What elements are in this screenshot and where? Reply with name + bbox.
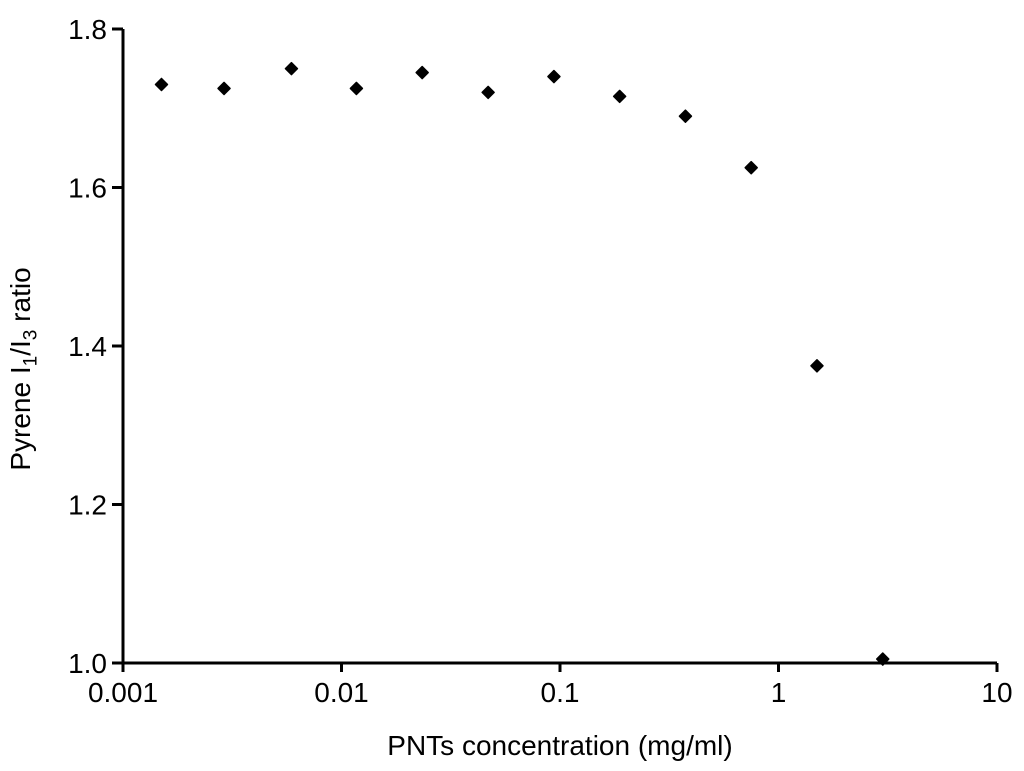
x-tick-label: 0.001 <box>88 677 158 708</box>
data-point-diamond <box>744 160 758 175</box>
y-tick-label: 1.8 <box>68 14 107 45</box>
x-tick-label: 1 <box>771 677 787 708</box>
x-tick-label: 10 <box>981 677 1012 708</box>
x-tick-label: 0.01 <box>314 677 369 708</box>
data-point-diamond <box>547 69 561 84</box>
y-axis-title-subscript: 3 <box>20 329 42 341</box>
y-axis-title-subscript: 1 <box>20 355 42 367</box>
data-point-diamond <box>284 61 299 76</box>
data-point-diamond <box>876 652 890 666</box>
y-axis-title-part: Pyrene I <box>5 366 36 471</box>
data-point-diamond <box>810 359 824 373</box>
y-axis-title: Pyrene I1/I3 ratio <box>5 219 42 519</box>
data-point-diamond <box>481 85 495 100</box>
x-axis-title: PNTs concentration (mg/ml) <box>387 730 733 761</box>
data-point-diamond <box>154 77 169 92</box>
data-point-diamond <box>612 89 627 104</box>
y-tick-label: 1.2 <box>68 489 107 520</box>
y-tick-label: 1.0 <box>68 648 107 679</box>
data-point-diamond <box>678 109 693 123</box>
y-tick-label: 1.4 <box>68 331 107 362</box>
data-point-diamond <box>415 65 429 80</box>
y-axis-title-part: ratio <box>5 267 36 330</box>
data-point-diamond <box>217 81 231 96</box>
y-axis-title-part: /I <box>5 340 36 356</box>
y-tick-label: 1.6 <box>68 172 107 203</box>
x-tick-label: 0.1 <box>541 677 580 708</box>
data-point-diamond <box>349 81 364 96</box>
